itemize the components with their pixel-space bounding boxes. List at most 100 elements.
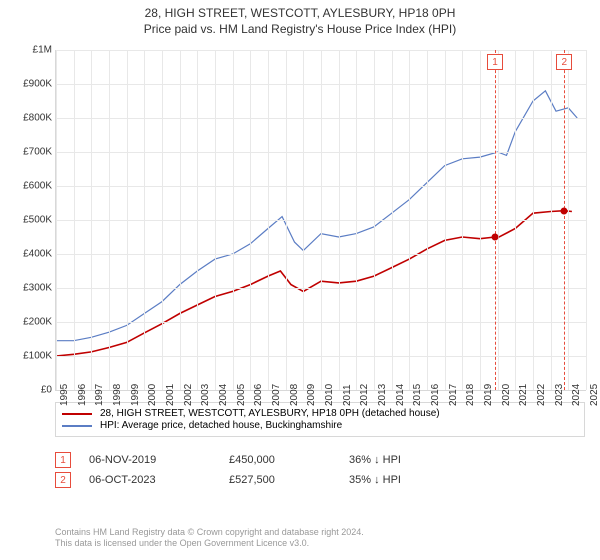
chart-container: 28, HIGH STREET, WESTCOTT, AYLESBURY, HP… — [0, 0, 600, 560]
x-axis-tick-label: 2002 — [183, 384, 194, 406]
x-axis-tick-label: 2000 — [147, 384, 158, 406]
event-table: 1 06-NOV-2019 £450,000 36% ↓ HPI 2 06-OC… — [55, 448, 469, 492]
gridline-vertical — [215, 50, 216, 390]
gridline-vertical — [515, 50, 516, 390]
event-row: 2 06-OCT-2023 £527,500 35% ↓ HPI — [55, 472, 469, 488]
event-marker-line — [495, 50, 496, 390]
gridline-vertical — [286, 50, 287, 390]
event-point-marker — [492, 234, 499, 241]
event-row: 1 06-NOV-2019 £450,000 36% ↓ HPI — [55, 452, 469, 468]
y-axis-tick-label: £800K — [7, 113, 52, 124]
x-axis-tick-label: 2007 — [271, 384, 282, 406]
x-axis-tick-label: 2012 — [359, 384, 370, 406]
x-axis-tick-label: 2003 — [200, 384, 211, 406]
gridline-vertical — [409, 50, 410, 390]
x-axis-tick-label: 2015 — [412, 384, 423, 406]
gridline-vertical — [303, 50, 304, 390]
x-axis-tick-label: 2021 — [518, 384, 529, 406]
y-axis-tick-label: £1M — [7, 45, 52, 56]
y-axis-tick-label: £400K — [7, 249, 52, 260]
gridline-vertical — [374, 50, 375, 390]
title-block: 28, HIGH STREET, WESTCOTT, AYLESBURY, HP… — [0, 0, 600, 36]
gridline-vertical — [321, 50, 322, 390]
legend-swatch — [62, 413, 92, 415]
event-diff: 36% ↓ HPI — [349, 454, 469, 466]
x-axis-tick-label: 1998 — [112, 384, 123, 406]
event-badge: 2 — [55, 472, 71, 488]
gridline-vertical — [445, 50, 446, 390]
gridline-vertical — [56, 50, 57, 390]
legend-label: HPI: Average price, detached house, Buck… — [100, 420, 342, 431]
x-axis-tick-label: 2020 — [501, 384, 512, 406]
x-axis-tick-label: 2005 — [236, 384, 247, 406]
gridline-vertical — [127, 50, 128, 390]
gridline-vertical — [250, 50, 251, 390]
gridline-vertical — [74, 50, 75, 390]
event-date: 06-NOV-2019 — [89, 454, 229, 466]
gridline-vertical — [268, 50, 269, 390]
event-price: £527,500 — [229, 474, 349, 486]
gridline-vertical — [144, 50, 145, 390]
x-axis-tick-label: 2022 — [536, 384, 547, 406]
x-axis-tick-label: 1995 — [59, 384, 70, 406]
y-axis-tick-label: £300K — [7, 283, 52, 294]
gridline-vertical — [180, 50, 181, 390]
footer-text: Contains HM Land Registry data © Crown c… — [55, 527, 364, 550]
gridline-vertical — [109, 50, 110, 390]
event-point-marker — [561, 207, 568, 214]
gridline-vertical — [233, 50, 234, 390]
x-axis-tick-label: 2017 — [448, 384, 459, 406]
x-axis-tick-label: 1999 — [130, 384, 141, 406]
x-axis-tick-label: 2001 — [165, 384, 176, 406]
x-axis-tick-label: 2019 — [483, 384, 494, 406]
gridline-vertical — [568, 50, 569, 390]
event-diff: 35% ↓ HPI — [349, 474, 469, 486]
chart-subtitle: Price paid vs. HM Land Registry's House … — [0, 22, 600, 36]
x-axis-tick-label: 2018 — [465, 384, 476, 406]
event-price: £450,000 — [229, 454, 349, 466]
event-badge-on-chart: 2 — [556, 54, 572, 70]
gridline-vertical — [480, 50, 481, 390]
x-axis-tick-label: 2016 — [430, 384, 441, 406]
event-marker-line — [564, 50, 565, 390]
x-axis-tick-label: 2014 — [395, 384, 406, 406]
y-axis-tick-label: £0 — [7, 385, 52, 396]
gridline-vertical — [498, 50, 499, 390]
gridline-vertical — [462, 50, 463, 390]
gridline-vertical — [427, 50, 428, 390]
gridline-vertical — [356, 50, 357, 390]
gridline-vertical — [197, 50, 198, 390]
gridline-vertical — [91, 50, 92, 390]
y-axis-tick-label: £500K — [7, 215, 52, 226]
gridline-vertical — [392, 50, 393, 390]
event-date: 06-OCT-2023 — [89, 474, 229, 486]
x-axis-tick-label: 2024 — [571, 384, 582, 406]
legend-item: 28, HIGH STREET, WESTCOTT, AYLESBURY, HP… — [62, 408, 578, 419]
x-axis-tick-label: 2025 — [589, 384, 600, 406]
gridline-vertical — [339, 50, 340, 390]
x-axis-tick-label: 1997 — [94, 384, 105, 406]
gridline-vertical — [533, 50, 534, 390]
gridline-vertical — [586, 50, 587, 390]
y-axis-tick-label: £600K — [7, 181, 52, 192]
legend-label: 28, HIGH STREET, WESTCOTT, AYLESBURY, HP… — [100, 408, 440, 419]
footer-line: This data is licensed under the Open Gov… — [55, 538, 364, 550]
x-axis-tick-label: 1996 — [77, 384, 88, 406]
y-axis-tick-label: £200K — [7, 317, 52, 328]
series-line-hpi — [56, 91, 577, 341]
y-axis-tick-label: £700K — [7, 147, 52, 158]
x-axis-tick-label: 2010 — [324, 384, 335, 406]
event-badge-on-chart: 1 — [487, 54, 503, 70]
chart-plot-area: 12 — [55, 50, 586, 391]
x-axis-tick-label: 2023 — [554, 384, 565, 406]
gridline-vertical — [162, 50, 163, 390]
y-axis-tick-label: £900K — [7, 79, 52, 90]
event-badge: 1 — [55, 452, 71, 468]
legend-box: 28, HIGH STREET, WESTCOTT, AYLESBURY, HP… — [55, 402, 585, 437]
chart-title: 28, HIGH STREET, WESTCOTT, AYLESBURY, HP… — [0, 6, 600, 20]
legend-item: HPI: Average price, detached house, Buck… — [62, 420, 578, 431]
x-axis-tick-label: 2011 — [342, 384, 353, 406]
x-axis-tick-label: 2013 — [377, 384, 388, 406]
legend-swatch — [62, 425, 92, 427]
gridline-vertical — [551, 50, 552, 390]
